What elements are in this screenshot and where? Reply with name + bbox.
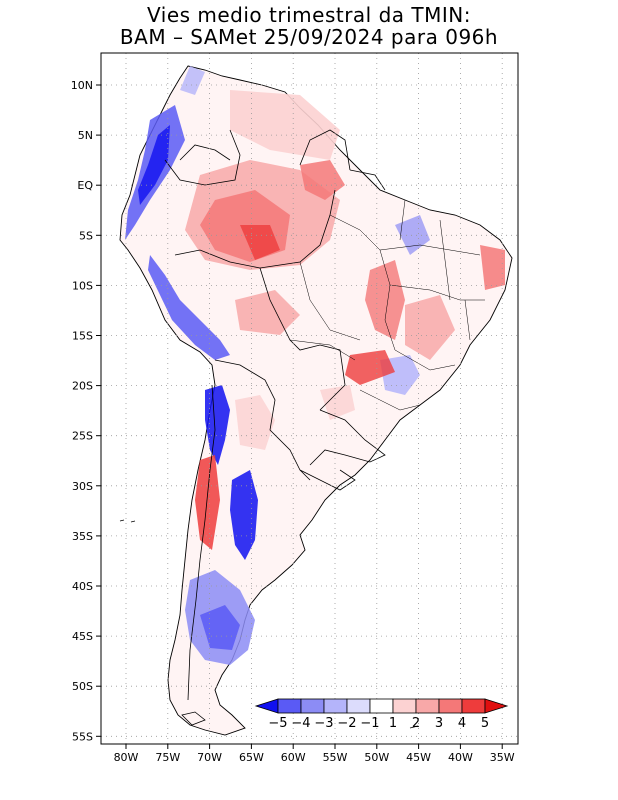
lat-tick-label: 55S: [72, 730, 93, 743]
islands: [119, 519, 419, 729]
colorbar-swatch: [415, 698, 440, 714]
lat-tick-label: 25S: [72, 430, 93, 443]
lat-tick-label: 10N: [71, 79, 93, 92]
colorbar-swatch: [461, 698, 486, 714]
colorbar-label: −2: [337, 716, 356, 731]
colorbar-label: −3: [314, 716, 333, 731]
colorbar-label: 1: [389, 716, 397, 731]
positive-bias-regions: [185, 90, 505, 550]
lat-tick-label: 5S: [79, 229, 93, 242]
colorbar-arrow-high: [484, 698, 509, 714]
colorbar-swatch: [346, 698, 371, 714]
map-gridlines: [101, 53, 518, 744]
lat-tick-label: 35S: [72, 530, 93, 543]
lat-tick-label: 45S: [72, 630, 93, 643]
colorbar-swatch: [369, 698, 394, 714]
colorbar-label: 2: [412, 716, 420, 731]
lat-tick-label: 40S: [72, 580, 93, 593]
longitude-ticks: 80W 75W 70W 65W 60W 55W 50W 45W 40W 35W: [114, 744, 515, 764]
lat-tick-label: 50S: [72, 680, 93, 693]
state-borders: [289, 199, 485, 411]
lat-tick-label: 10S: [72, 279, 93, 292]
map-title-line2: BAM – SAMet 25/09/2024 para 096h: [119, 25, 499, 49]
lon-tick-label: 60W: [281, 751, 306, 764]
colorbar-swatch: [438, 698, 463, 714]
lon-tick-label: 55W: [323, 751, 348, 764]
lat-tick-label: 30S: [72, 480, 93, 493]
lon-tick-label: 80W: [114, 751, 139, 764]
colorbar-label: 3: [435, 716, 443, 731]
country-borders: [164, 129, 386, 701]
lon-tick-label: 45W: [406, 751, 431, 764]
lat-tick-label: 5N: [78, 129, 93, 142]
colorbar-swatch: [300, 698, 325, 714]
lon-tick-label: 65W: [239, 751, 264, 764]
lon-tick-label: 35W: [490, 751, 515, 764]
lon-tick-label: 70W: [197, 751, 222, 764]
colorbar-label: −4: [291, 716, 310, 731]
latitude-ticks: 10N 5N EQ 5S 10S 15S 20S 25S 30S 35S 40S 45S 50S 55S: [71, 79, 101, 743]
map-frame: [100, 52, 519, 745]
colorbar: −5 −4 −3 −2 −1 1 2 3 4 5: [254, 698, 509, 731]
colorbar-label: −1: [360, 716, 379, 731]
lat-tick-label: EQ: [77, 179, 93, 192]
lat-tick-label: 20S: [72, 380, 93, 393]
colorbar-label: 5: [481, 716, 489, 731]
colorbar-label: −5: [268, 716, 287, 731]
lon-tick-label: 40W: [448, 751, 473, 764]
colorbar-swatch: [392, 698, 417, 714]
colorbar-swatch: [323, 698, 348, 714]
lat-tick-label: 15S: [72, 330, 93, 343]
colorbar-swatch: [277, 698, 302, 714]
lon-tick-label: 75W: [155, 751, 180, 764]
map-title-line1: Vies medio trimestral da TMIN:: [147, 3, 471, 27]
colorbar-label: 4: [458, 716, 466, 731]
lon-tick-label: 50W: [364, 751, 389, 764]
